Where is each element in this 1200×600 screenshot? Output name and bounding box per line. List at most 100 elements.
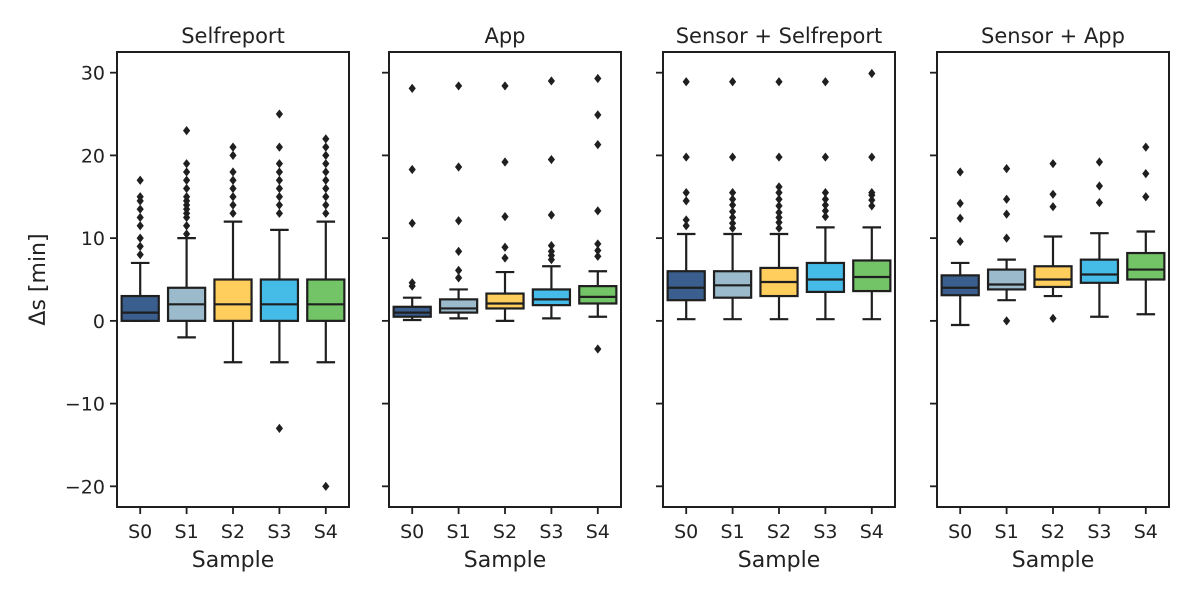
y-tick-label: 20 — [81, 145, 105, 167]
flier-point — [275, 109, 283, 119]
flier-point — [229, 175, 237, 185]
flier-point — [1049, 159, 1057, 169]
y-axis-label: Δs [min] — [26, 233, 51, 325]
x-tick-label: S3 — [813, 521, 837, 543]
flier-point — [136, 250, 144, 260]
flier-point — [136, 175, 144, 185]
x-tick-label: S0 — [674, 521, 698, 543]
flier-point — [229, 192, 237, 202]
y-tick-label: −10 — [65, 394, 105, 416]
box-S4 — [852, 68, 892, 321]
flier-point — [868, 68, 876, 79]
box-S2 — [213, 142, 253, 364]
flier-point — [275, 183, 283, 194]
flier-point — [594, 140, 602, 150]
flier-point — [501, 253, 509, 263]
flier-point — [868, 152, 876, 162]
x-tick-label: S3 — [539, 521, 563, 543]
x-axis-label: Sample — [738, 548, 821, 573]
flier-point — [956, 198, 964, 208]
flier-point — [322, 167, 330, 177]
box-iqr — [485, 292, 525, 310]
panel-0: −20 −10 0 10 20 30 S0 S1 S2 S3 S4 Sample Selfreport — [65, 24, 350, 573]
flier-point — [322, 208, 330, 218]
flier-point — [455, 246, 463, 256]
flier-point — [775, 223, 783, 233]
flier-point — [229, 142, 237, 152]
box-iqr — [1033, 265, 1073, 289]
flier-point — [956, 236, 964, 247]
box-S2 — [485, 81, 525, 322]
flier-point — [682, 196, 690, 206]
x-axis-label: Sample — [1012, 548, 1095, 573]
x-axis-label: Sample — [464, 548, 547, 573]
box-S3 — [531, 76, 572, 320]
flier-point — [322, 159, 330, 169]
box-iqr — [578, 285, 618, 305]
panel-2: S0 S1 S2 S3 S4 Sample Sensor + Selfreport — [656, 24, 896, 573]
x-tick-label: S0 — [400, 521, 424, 543]
flier-point — [547, 154, 555, 165]
flier-point — [275, 175, 283, 185]
box-S3 — [259, 109, 300, 434]
x-tick-label: S1 — [721, 521, 745, 543]
flier-point — [183, 125, 191, 136]
flier-point — [682, 188, 690, 198]
x-tick-label: S4 — [586, 521, 610, 543]
box-S3 — [805, 77, 846, 321]
box-iqr — [120, 294, 160, 322]
box-S2 — [759, 77, 799, 321]
flier-point — [594, 206, 602, 216]
flier-point — [183, 229, 191, 239]
x-tick-label: S2 — [221, 521, 245, 543]
flier-point — [229, 200, 237, 210]
flier-point — [821, 206, 829, 216]
flier-point — [729, 188, 737, 198]
flier-point — [821, 212, 829, 222]
flier-point — [547, 240, 555, 251]
x-tick-label: S3 — [267, 521, 291, 543]
flier-point — [594, 344, 602, 354]
box-S1 — [438, 81, 479, 320]
x-tick-label: S4 — [314, 521, 338, 543]
flier-point — [821, 200, 829, 210]
panel-3: S0 S1 S2 S3 S4 Sample Sensor + App — [930, 24, 1170, 573]
flier-point — [1003, 209, 1011, 219]
x-tick-label: S4 — [860, 521, 884, 543]
flier-point — [868, 195, 876, 205]
box-iqr — [986, 268, 1027, 291]
flier-point — [775, 194, 783, 204]
flier-point — [775, 182, 783, 192]
flier-point — [183, 167, 191, 177]
flier-point — [501, 157, 509, 167]
flier-point — [594, 73, 602, 84]
x-tick-label: S1 — [175, 521, 199, 543]
flier-point — [322, 175, 330, 185]
flier-point — [322, 183, 330, 194]
y-tick-label: −20 — [65, 476, 105, 498]
x-tick-label: S0 — [948, 521, 972, 543]
flier-point — [594, 245, 602, 256]
flier-point — [322, 142, 330, 152]
flier-point — [1003, 316, 1011, 326]
flier-point — [136, 241, 144, 252]
flier-point — [275, 208, 283, 218]
x-tick-label: S2 — [767, 521, 791, 543]
flier-point — [682, 215, 690, 225]
flier-point — [455, 81, 463, 91]
box-iqr — [259, 278, 300, 322]
panel-title: App — [484, 24, 525, 48]
x-tick-label: S2 — [1041, 521, 1065, 543]
box-iqr — [531, 288, 572, 307]
box-S0 — [392, 83, 432, 322]
flier-point — [547, 76, 555, 86]
flier-point — [868, 188, 876, 198]
flier-point — [136, 192, 144, 202]
y-tick-label: 10 — [81, 228, 105, 250]
flier-point — [136, 204, 144, 214]
flier-point — [136, 221, 144, 231]
flier-point — [775, 201, 783, 211]
flier-point — [501, 212, 509, 222]
flier-point — [594, 110, 602, 120]
flier-point — [1095, 157, 1103, 167]
